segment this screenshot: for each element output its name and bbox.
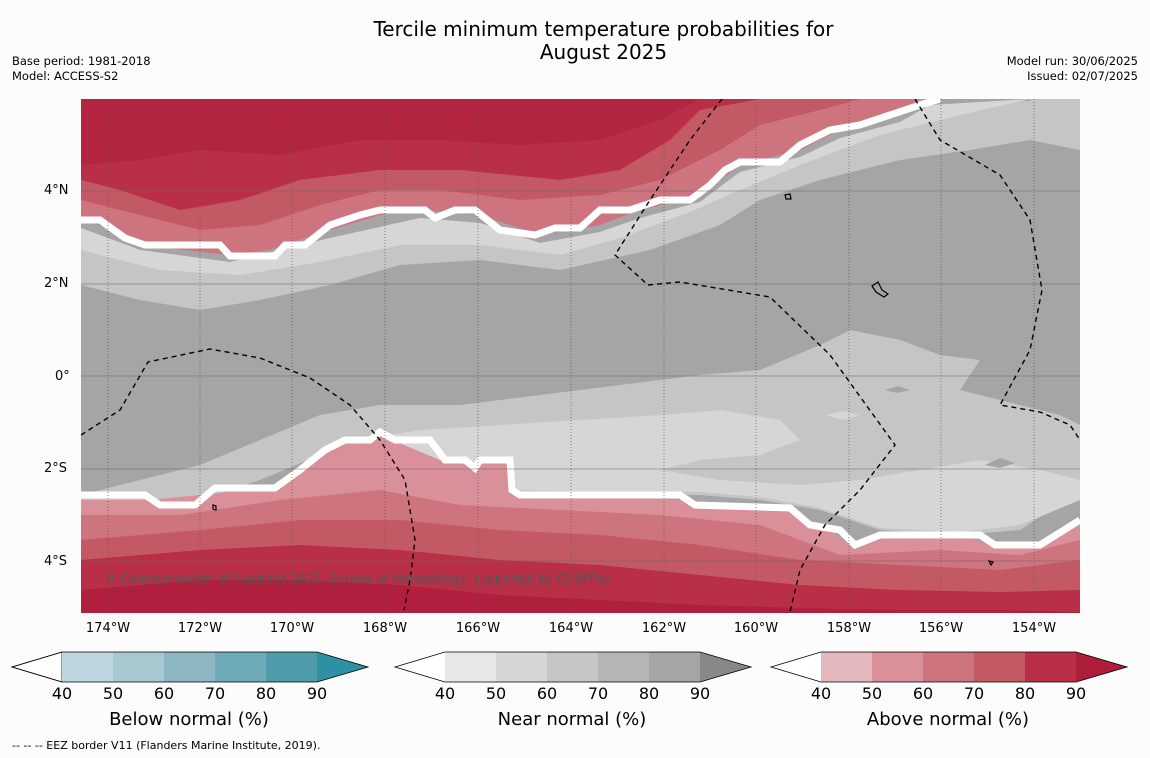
tick-80: 80 xyxy=(255,684,277,703)
tick-60: 60 xyxy=(912,684,934,703)
north-east-light xyxy=(1030,99,1080,150)
legend-below-normal xyxy=(10,651,370,683)
lat-label-eq: 0° xyxy=(55,369,70,384)
model-name: Model: ACCESS-S2 xyxy=(12,69,119,83)
north-above-core xyxy=(81,99,700,165)
copyright-notice: © Commonwealth of Australia 2025, Bureau… xyxy=(105,572,611,586)
legend-near-normal xyxy=(393,651,753,683)
north-near-light xyxy=(81,99,1030,275)
lon-label-170w: 170°W xyxy=(269,621,315,636)
tick-40: 40 xyxy=(810,684,832,703)
tick-90: 90 xyxy=(689,684,711,703)
tick-40: 40 xyxy=(51,684,73,703)
eez-footnote: -- -- -- EEZ border V11 (Flanders Marine… xyxy=(12,739,321,752)
north-tercile-boundary xyxy=(81,99,942,260)
lon-label-172w: 172°W xyxy=(177,621,223,636)
map-fill xyxy=(81,99,1080,613)
lat-label-4s: 4°S xyxy=(44,554,68,569)
lon-label-154w: 154°W xyxy=(1011,621,1057,636)
title-line-1: Tercile minimum temperature probabilitie… xyxy=(373,17,834,41)
lon-label-166w: 166°W xyxy=(455,621,501,636)
map-title: Tercile minimum temperature probabilitie… xyxy=(0,18,1150,64)
tick-60: 60 xyxy=(536,684,558,703)
tick-70: 70 xyxy=(204,684,226,703)
tick-50: 50 xyxy=(485,684,507,703)
south-near-light xyxy=(300,410,1080,532)
lat-label-2n: 2°N xyxy=(44,276,69,291)
tick-50: 50 xyxy=(102,684,124,703)
near-island-2 xyxy=(885,386,910,393)
lon-label-164w: 164°W xyxy=(548,621,594,636)
islands xyxy=(212,193,994,567)
legend-title-below: Below normal (%) xyxy=(109,709,269,730)
lat-label-2s: 2°S xyxy=(44,461,68,476)
latitude-gridlines xyxy=(81,190,1080,562)
eez-borders xyxy=(81,99,1080,613)
lon-label-158w: 158°W xyxy=(826,621,872,636)
lon-label-162w: 162°W xyxy=(641,621,687,636)
tick-70: 70 xyxy=(963,684,985,703)
south-above-core xyxy=(81,580,1080,613)
tick-60: 60 xyxy=(153,684,175,703)
tick-40: 40 xyxy=(434,684,456,703)
lon-label-156w: 156°W xyxy=(918,621,964,636)
lon-label-160w: 160°W xyxy=(733,621,779,636)
base-period: Base period: 1981-2018 xyxy=(12,54,151,68)
near-island-3 xyxy=(826,411,860,420)
tick-80: 80 xyxy=(638,684,660,703)
meta-right: Model run: 30/06/2025 Issued: 02/07/2025 xyxy=(1007,54,1138,84)
lon-label-174w: 174°W xyxy=(85,621,131,636)
lat-label-4n: 4°N xyxy=(44,183,69,198)
tick-70: 70 xyxy=(587,684,609,703)
tick-50: 50 xyxy=(861,684,883,703)
legend-above-normal xyxy=(769,651,1129,683)
tick-80: 80 xyxy=(1014,684,1036,703)
tick-90: 90 xyxy=(1065,684,1087,703)
lon-label-168w: 168°W xyxy=(362,621,408,636)
legend-title-above: Above normal (%) xyxy=(866,709,1030,730)
legend-title-near: Near normal (%) xyxy=(497,709,647,730)
south-tercile-boundary xyxy=(81,427,1080,550)
model-run: Model run: 30/06/2025 xyxy=(1006,54,1138,68)
meta-left: Base period: 1981-2018 Model: ACCESS-S2 xyxy=(12,54,151,84)
near-island-1 xyxy=(985,458,1015,468)
tick-90: 90 xyxy=(306,684,328,703)
title-line-2: August 2025 xyxy=(539,40,668,64)
issued-date: Issued: 02/07/2025 xyxy=(1027,69,1138,83)
